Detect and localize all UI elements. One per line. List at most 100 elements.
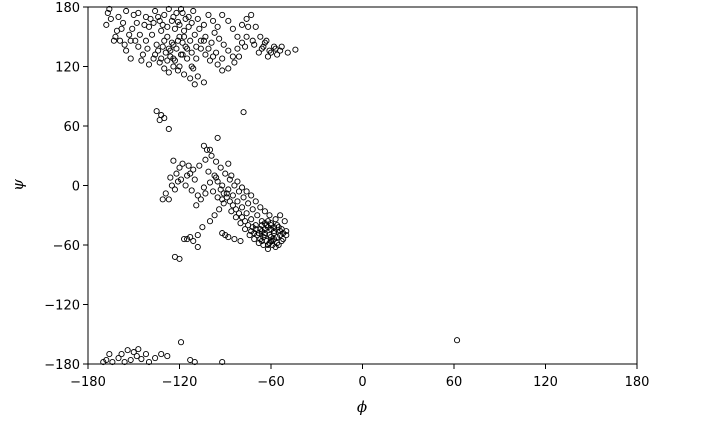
data-point [235, 53, 243, 60]
data-point [116, 37, 124, 44]
data-point [153, 108, 160, 115]
data-point [191, 358, 198, 366]
data-point [153, 41, 160, 48]
data-point [264, 245, 272, 253]
data-point [167, 47, 174, 54]
data-point [170, 63, 177, 70]
data-point [278, 237, 285, 245]
data-point [243, 210, 250, 217]
y-tick-label: 120 [55, 61, 80, 76]
data-point [229, 192, 236, 199]
data-point [219, 182, 226, 189]
data-point [263, 37, 270, 44]
data-point [197, 196, 204, 203]
data-point [144, 45, 151, 52]
data-point [235, 210, 243, 217]
data-point [203, 146, 210, 153]
data-point [179, 39, 186, 46]
data-point [193, 202, 200, 209]
data-point [225, 17, 232, 24]
data-point [283, 232, 290, 239]
data-point [152, 7, 159, 15]
data-point [164, 353, 171, 360]
data-point [138, 57, 145, 64]
data-point [222, 170, 229, 177]
y-axis-label: ψ [9, 179, 27, 191]
data-point [132, 37, 139, 44]
data-point [229, 53, 236, 60]
data-point [170, 157, 177, 164]
data-point [130, 349, 137, 356]
data-point [225, 234, 232, 241]
data-point [181, 27, 188, 34]
data-point [453, 337, 461, 344]
data-point [135, 9, 142, 17]
data-point [254, 232, 261, 239]
data-point [167, 174, 174, 181]
data-point [174, 18, 182, 25]
data-point [267, 49, 275, 56]
data-point [171, 25, 178, 32]
data-point [223, 190, 230, 197]
data-point [115, 354, 122, 362]
data-point [283, 228, 290, 235]
data-point [206, 218, 214, 225]
data-point [187, 234, 194, 241]
data-point [202, 33, 209, 40]
data-point [261, 232, 268, 239]
data-point [264, 53, 272, 60]
y-tick-label: 180 [55, 1, 80, 16]
data-point [229, 202, 236, 209]
data-point [205, 45, 212, 52]
data-point [120, 19, 127, 26]
data-point [184, 45, 191, 52]
data-point [281, 218, 288, 225]
data-point [238, 39, 246, 46]
data-point [252, 222, 259, 229]
data-point [147, 15, 154, 22]
data-point [226, 176, 233, 183]
data-point [127, 356, 134, 364]
data-point [152, 354, 159, 362]
data-point [240, 109, 247, 116]
data-point [225, 65, 232, 72]
data-point [185, 13, 192, 20]
y-tick-label: −60 [53, 239, 80, 254]
data-point [267, 237, 275, 245]
data-point [222, 232, 229, 239]
data-point [138, 355, 145, 363]
data-point [270, 224, 278, 231]
data-point [264, 241, 272, 249]
data-point [181, 33, 188, 40]
data-point [229, 25, 236, 32]
y-tick-label: 0 [72, 180, 80, 195]
data-point [238, 204, 246, 211]
data-point [113, 27, 121, 34]
data-point [158, 112, 165, 119]
data-point [103, 21, 110, 28]
data-point [200, 184, 207, 191]
x-tick-label: −60 [257, 375, 284, 390]
x-tick-label: −120 [162, 375, 198, 390]
data-point [112, 33, 119, 40]
data-point [258, 237, 265, 245]
data-point [242, 226, 249, 233]
y-tick-label: −120 [44, 299, 80, 314]
data-point [156, 59, 163, 66]
data-point [211, 212, 218, 219]
data-point [159, 21, 166, 28]
data-point [248, 216, 255, 223]
data-point [123, 47, 130, 54]
data-point [211, 29, 218, 36]
x-tick-label: 60 [446, 375, 463, 390]
data-point [159, 43, 166, 50]
data-point [214, 134, 221, 141]
data-point [179, 51, 186, 58]
data-point [185, 23, 192, 30]
data-point [107, 15, 114, 22]
data-point [220, 190, 227, 197]
data-point [162, 190, 169, 197]
data-point [110, 37, 117, 44]
data-point [277, 212, 284, 219]
data-point [194, 232, 201, 239]
